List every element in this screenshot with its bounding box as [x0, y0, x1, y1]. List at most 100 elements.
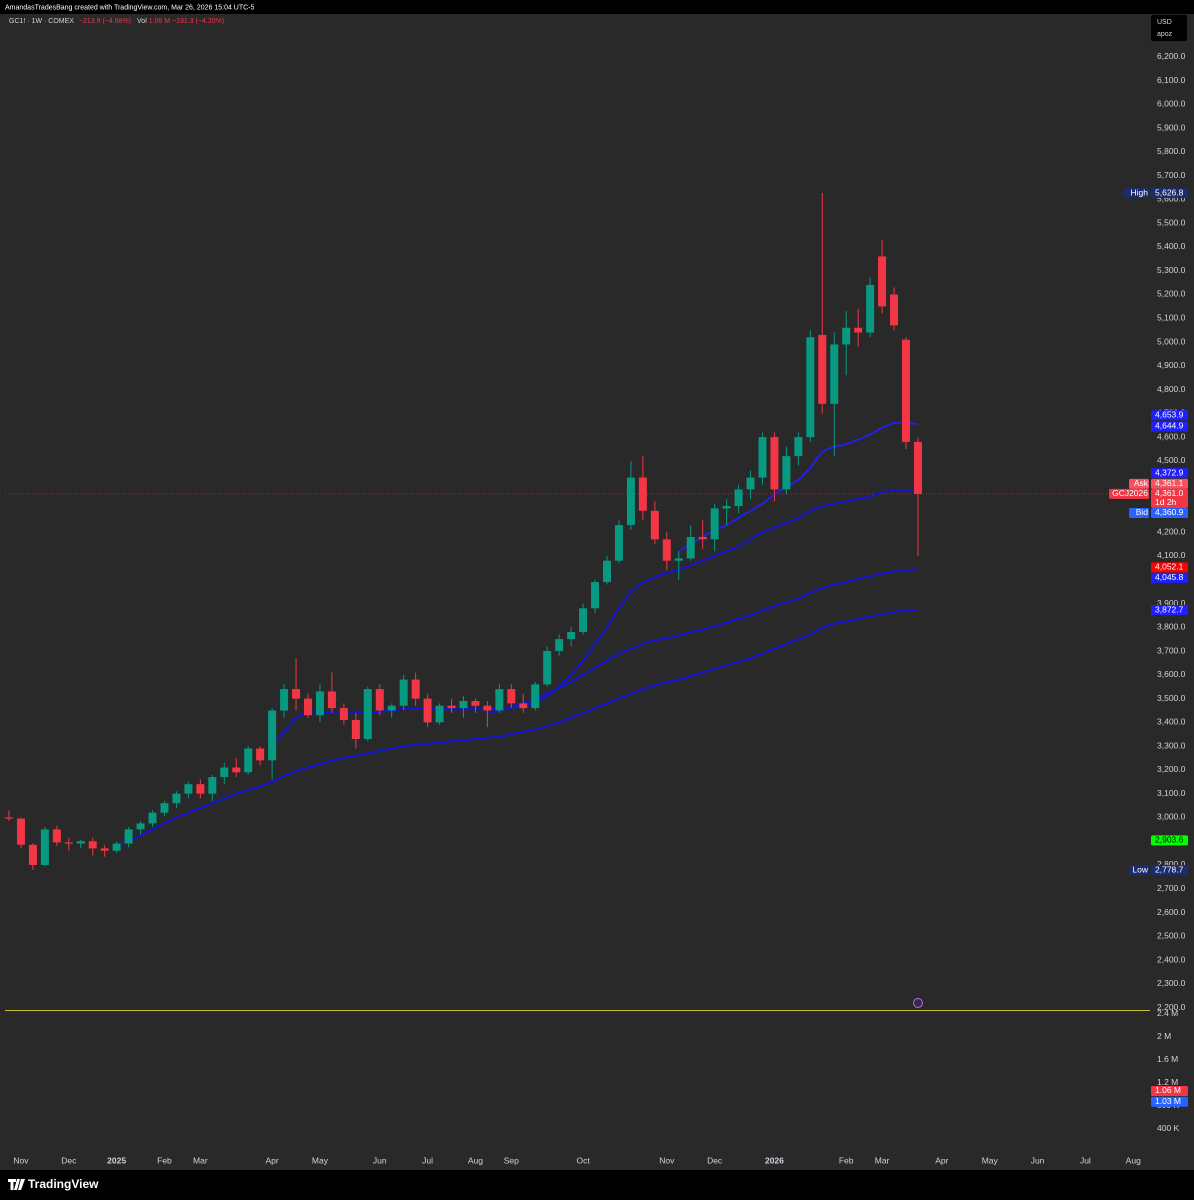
y-tick-label: 5,600.0: [1157, 194, 1186, 204]
price-badge: [1151, 188, 1188, 199]
y-tick-label: 5,900.0: [1157, 122, 1186, 132]
candle-body: [471, 700, 480, 706]
candle-body: [555, 639, 564, 652]
candle-body: [567, 632, 576, 640]
candle-body: [614, 525, 623, 561]
y-tick-label: 5,300.0: [1157, 265, 1186, 275]
event-icon[interactable]: [913, 998, 923, 1008]
candle-body: [782, 456, 791, 490]
volume-caption: Vol: [137, 18, 147, 25]
candle-body: [806, 337, 815, 438]
y-tick-label: 4,900.0: [1157, 360, 1186, 370]
price-badge-label: 4,653.9: [1155, 410, 1184, 420]
y-tick-label: 6,000.0: [1157, 99, 1186, 109]
price-badge: [1151, 835, 1188, 846]
candle-body: [280, 689, 289, 711]
brand: TradingView: [28, 1177, 99, 1191]
candle-body: [244, 748, 253, 773]
candle-body: [196, 784, 205, 794]
price-badge: [1151, 478, 1188, 489]
price-tag-label: Low: [1132, 864, 1148, 874]
candle-body: [758, 437, 767, 478]
volume-badge: [1151, 1096, 1188, 1107]
candle-body: [519, 703, 528, 709]
price-tag: [1129, 865, 1149, 876]
price-tag-label: High: [1131, 187, 1149, 197]
candle-body: [315, 691, 324, 716]
price-badge-label: 4,372.9: [1155, 467, 1184, 477]
y-tick-label: 5,400.0: [1157, 241, 1186, 251]
candle-body: [650, 510, 659, 540]
candle-body: [232, 767, 241, 773]
candle-body: [256, 748, 265, 761]
candle-body: [339, 708, 348, 720]
price-tag-label: GCJ2026: [1112, 488, 1148, 498]
price-badge-label: 3,872.7: [1155, 604, 1184, 614]
x-tick-label: May: [312, 1155, 329, 1165]
candle-body: [722, 506, 731, 509]
candle-body: [698, 536, 707, 540]
candle-body: [710, 508, 719, 540]
candle-body: [220, 767, 229, 778]
price-badge: [1151, 507, 1188, 518]
x-tick-label: Nov: [13, 1155, 29, 1165]
y-tick-label: 5,700.0: [1157, 170, 1186, 180]
y-tick-label: 4,200.0: [1157, 526, 1186, 536]
candle-body: [387, 705, 396, 711]
price-badge-label: 4,361.1: [1155, 478, 1184, 488]
x-tick-label: Mar: [875, 1155, 890, 1165]
candle-body: [28, 844, 37, 865]
x-tick-label: Dec: [61, 1155, 77, 1165]
x-tick-label: May: [982, 1155, 999, 1165]
x-tick-label: Jun: [373, 1155, 387, 1165]
candle-body: [435, 705, 444, 723]
y-tick-label: 5,500.0: [1157, 217, 1186, 227]
y-tick-label: 2,600.0: [1157, 907, 1186, 917]
candle-body: [160, 803, 169, 813]
candle-body: [40, 829, 49, 865]
candle-body: [363, 689, 372, 740]
candle-body: [591, 582, 600, 609]
y-tick-label: 4,500.0: [1157, 455, 1186, 465]
y-tick-label: 3,800.0: [1157, 622, 1186, 632]
candle-body: [292, 689, 301, 699]
price-badge-label: 2,778.7: [1155, 864, 1184, 874]
candle-body: [674, 558, 683, 561]
y-tick-label: 2,800.0: [1157, 859, 1186, 869]
candle-body: [423, 698, 432, 723]
y-tick-label: 5,100.0: [1157, 313, 1186, 323]
x-tick-label: Aug: [468, 1155, 483, 1165]
price-badge: [1151, 410, 1188, 421]
y-tick-label: 4,600.0: [1157, 431, 1186, 441]
top-bar: [0, 0, 1194, 14]
moving-average: [487, 567, 919, 714]
price-tag: [1124, 188, 1149, 199]
y-tick-label: 5,000.0: [1157, 336, 1186, 346]
candle-body: [579, 608, 588, 633]
volume-badge-label: 1.03 M: [1155, 1096, 1181, 1106]
y-tick-label: 2,300.0: [1157, 978, 1186, 988]
x-tick-label: Apr: [266, 1155, 279, 1165]
volume-tick-label: 2.4 M: [1157, 1008, 1178, 1018]
volume-badge: [1151, 1085, 1188, 1096]
candle-body: [411, 679, 420, 699]
candle-body: [794, 437, 803, 457]
moving-average: [116, 609, 919, 847]
candle-body: [902, 339, 910, 442]
price-tag: [1109, 488, 1149, 499]
y-tick-label: 3,100.0: [1157, 788, 1186, 798]
currency-box[interactable]: [1151, 15, 1187, 41]
y-tick-label: 2,200.0: [1157, 1002, 1186, 1012]
volume-tick-label: 400 K: [1157, 1123, 1180, 1133]
y-tick-label: 6,100.0: [1157, 75, 1186, 85]
price-badge: [1151, 421, 1188, 432]
plot: 2,200.0 2,300.0 2,400.0 2,500.0 2,600.0 2,700…: [5, 51, 1188, 1165]
x-tick-label: Mar: [193, 1155, 208, 1165]
y-tick-label: 3,300.0: [1157, 740, 1186, 750]
price-badge-label: 4,644.9: [1155, 421, 1184, 431]
candle-body: [854, 327, 863, 333]
x-tick-label: Nov: [659, 1155, 675, 1165]
candle-body: [100, 848, 109, 851]
candle-body: [76, 841, 85, 844]
candle-body: [184, 784, 193, 794]
